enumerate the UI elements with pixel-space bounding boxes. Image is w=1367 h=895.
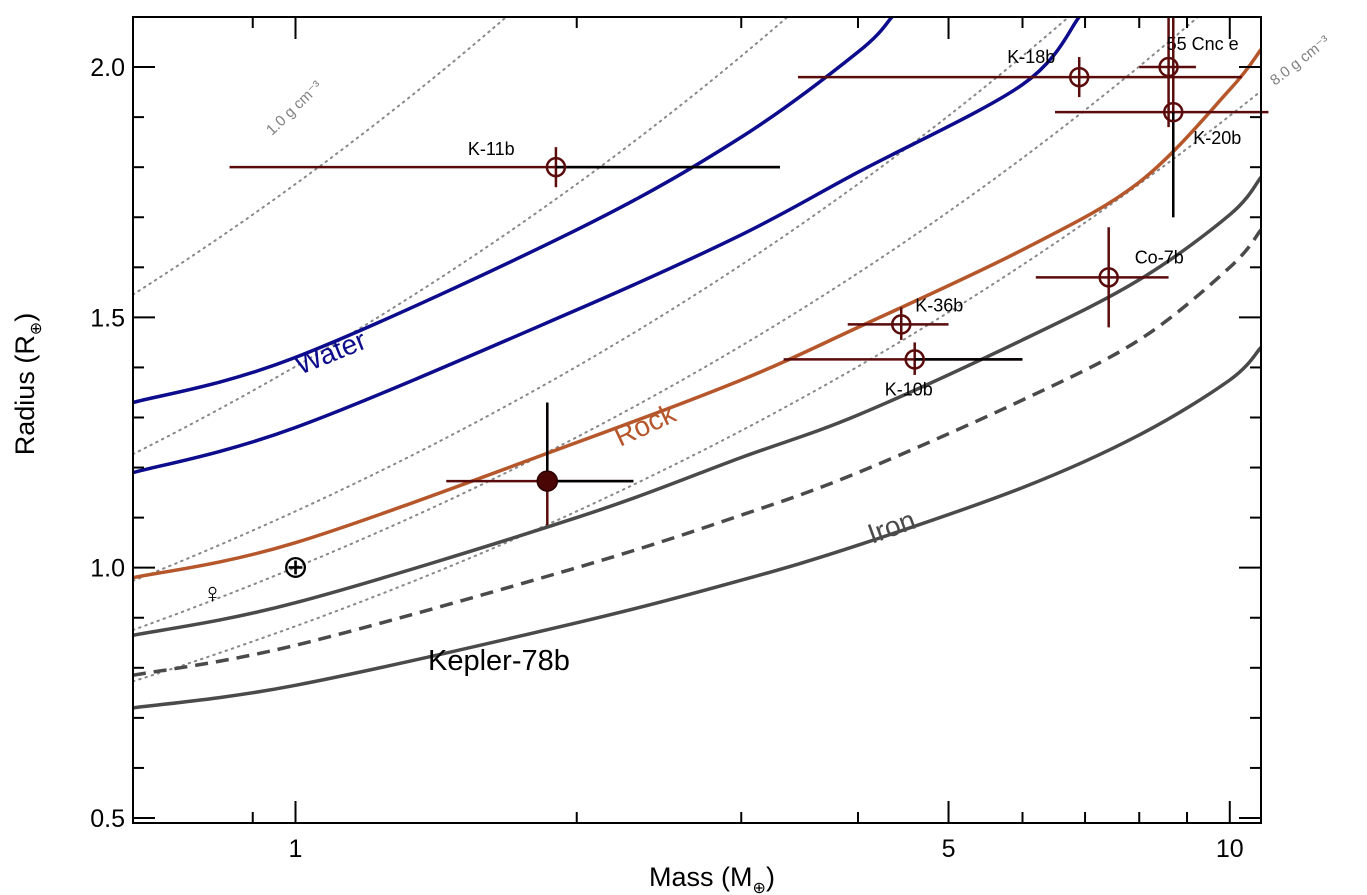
density-curve-5-5: [133, 17, 1200, 631]
planet-marker: [890, 314, 912, 335]
rock-label: Rock: [609, 397, 681, 452]
iron-label: Iron: [863, 504, 919, 550]
planet-55-cnc-e: 55 Cnc e: [1139, 17, 1239, 128]
planet-label: K-18b: [1007, 47, 1055, 67]
plot-frame: [132, 16, 1262, 824]
density-curve-2: [133, 17, 789, 456]
x-axis-title-text: Mass (M: [649, 862, 753, 892]
x-axis-title-close: ): [766, 862, 775, 892]
water-upper-curve: [133, 17, 894, 405]
x-tick-label: 1: [289, 835, 303, 863]
x-tick-label: 10: [1216, 835, 1244, 863]
planet-label: K-20b: [1193, 128, 1241, 148]
planet-marker: [1068, 66, 1090, 88]
planet-points: K-11b K-18b 55 Cnc e K-20b Co-7b K-36b K-10b ⊕ ♀: [202, 17, 1269, 609]
planet-marker-filled: [536, 470, 559, 492]
y-axis-title-symbol: ⊕: [28, 322, 45, 335]
iron-curve: [133, 346, 1261, 710]
planet-k-10b: K-10b: [783, 342, 1023, 399]
planet-label: K-10b: [885, 379, 933, 399]
x-tick-label: 5: [942, 835, 956, 863]
density-curve-1: [133, 17, 508, 296]
y-tick-label: 0.5: [90, 805, 125, 833]
density-curve-8: [133, 90, 1261, 683]
planet-k-20b: K-20b: [1054, 17, 1269, 218]
y-axis-title-close: ): [10, 313, 40, 322]
planet-marker: [1163, 101, 1184, 123]
y-tick-label: 1.0: [90, 555, 125, 583]
composition-curves: [133, 17, 1261, 710]
density-curves: [133, 17, 1261, 683]
rock-curve: [133, 48, 1261, 580]
density-label-high: 8.0 g cm⁻³: [1267, 32, 1333, 89]
venus-symbol: ♀: [202, 578, 223, 609]
water-label: Water: [291, 324, 371, 380]
planet-marker: [1098, 267, 1119, 288]
mixed-dashed-curve: [133, 228, 1261, 678]
density-curve-4: [133, 17, 1071, 582]
water-lower-curve: [133, 17, 1081, 475]
planet-marker: [545, 156, 567, 178]
planet-label: 55 Cnc e: [1167, 34, 1239, 54]
density-label-low: 1.0 g cm⁻³: [263, 78, 325, 139]
y-tick-label: 1.5: [90, 304, 125, 332]
planet-marker: [1158, 56, 1179, 78]
kepler78-label: Kepler-78b: [428, 645, 570, 677]
planet-kepler-78b: [446, 402, 634, 526]
planet-marker: [904, 349, 925, 370]
planet-k-36b: K-36b: [847, 295, 963, 340]
planet-k-11b: K-11b: [229, 139, 780, 188]
y-tick-label: 2.0: [90, 54, 125, 82]
earth-symbol: ⊕: [282, 549, 309, 585]
y-axis-title-text: Radius (R: [10, 335, 40, 455]
x-axis-title-symbol: ⊕: [753, 880, 766, 895]
planet-co-7b: Co-7b: [1035, 227, 1184, 328]
planet-label: K-11b: [468, 139, 515, 159]
planet-label: K-36b: [915, 295, 963, 315]
mixed-solid-curve: [133, 176, 1261, 638]
y-axis-title: Radius (R⊕): [10, 313, 45, 455]
planet-label: Co-7b: [1135, 247, 1184, 267]
x-axis-title: Mass (M⊕): [649, 862, 775, 895]
